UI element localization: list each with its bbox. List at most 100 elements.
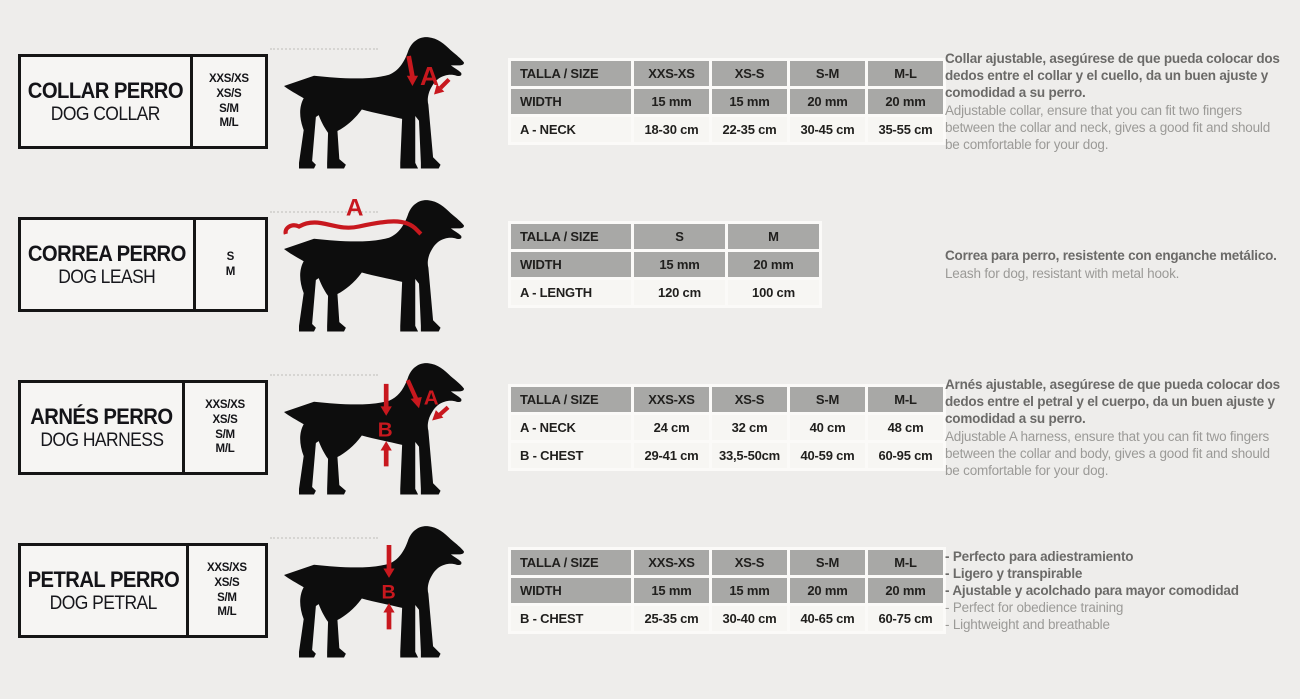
product-label-box-harness: ARNÉS PERRO DOG HARNESS XXS/XS XS/S S/M … — [18, 380, 268, 475]
table-header-cell: TALLA / SIZE — [511, 61, 631, 86]
table-cell: 32 cm — [712, 415, 787, 440]
product-description-collar: Collar ajustable, asegúrese de que pueda… — [945, 50, 1286, 153]
table-header-cell: TALLA / SIZE — [511, 224, 631, 249]
table-header-cell: M — [728, 224, 819, 249]
arrow-down-icon — [380, 406, 392, 416]
size-item: M/L — [215, 443, 235, 456]
product-description-petral: - Perfecto para adiestramiento - Ligero … — [945, 548, 1286, 634]
size-list: S M — [192, 220, 265, 309]
description-spanish: Arnés ajustable, asegúrese de que pueda … — [945, 377, 1280, 427]
bullet-spanish: - Perfecto para adiestramiento — [945, 548, 1134, 564]
table-header-cell: XS-S — [712, 550, 787, 575]
measure-letter-b: B — [382, 581, 396, 603]
description-english: Adjustable A harness, ensure that you ca… — [945, 428, 1270, 478]
size-table-collar: TALLA / SIZE XXS-XS XS-S S-M M-L WIDTH 1… — [508, 58, 946, 145]
table-header-cell: M-L — [868, 550, 943, 575]
table-cell: 18-30 cm — [634, 117, 709, 142]
faint-watermark — [270, 537, 378, 539]
bullet-english: - Perfect for obedience training — [945, 600, 1124, 616]
table-cell: 20 mm — [868, 89, 943, 114]
product-title-en: DOG PETRAL — [49, 592, 158, 614]
leash-measure-annotation: A — [283, 194, 423, 236]
arrow-left-icon — [434, 84, 445, 95]
table-cell: 20 mm — [868, 578, 943, 603]
product-label-box-petral: PETRAL PERRO DOG PETRAL XXS/XS XS/S S/M … — [18, 543, 268, 638]
bullet-spanish: - Ajustable y acolchado para mayor comod… — [945, 582, 1239, 598]
dog-measure-figure-leash: A — [270, 187, 498, 342]
size-item: M/L — [219, 117, 239, 130]
table-cell: 60-75 cm — [868, 606, 943, 631]
table-cell: 33,5-50cm — [712, 443, 787, 468]
size-table-leash: TALLA / SIZE S M WIDTH 15 mm 20 mm A - L… — [508, 221, 822, 308]
table-header-cell: M-L — [868, 387, 943, 412]
arrow-up-icon — [380, 441, 392, 451]
size-item: XS/S — [212, 413, 238, 426]
size-item: XXS/XS — [209, 72, 249, 85]
product-description-harness: Arnés ajustable, asegúrese de que pueda … — [945, 376, 1286, 479]
product-row-petral: PETRAL PERRO DOG PETRAL XXS/XS XS/S S/M … — [0, 509, 1300, 672]
table-cell: 30-40 cm — [712, 606, 787, 631]
description-english: Leash for dog, resistant with metal hook… — [945, 265, 1180, 281]
table-row-label: WIDTH — [511, 578, 631, 603]
table-cell: 60-95 cm — [868, 443, 943, 468]
product-row-leash: CORREA PERRO DOG LEASH S M A TALLA / SIZ… — [0, 183, 1300, 346]
table-cell: 25-35 cm — [634, 606, 709, 631]
table-cell: 24 cm — [634, 415, 709, 440]
table-cell: 22-35 cm — [712, 117, 787, 142]
table-cell: 40 cm — [790, 415, 865, 440]
description-spanish: Correa para perro, resistente con enganc… — [945, 248, 1277, 264]
neck-measure-annotation: A — [406, 55, 451, 95]
arrow-up-icon — [383, 603, 395, 613]
faint-watermark — [270, 211, 378, 213]
arrow-left-icon — [432, 410, 444, 421]
description-english: Adjustable collar, ensure that you can f… — [945, 102, 1271, 152]
measure-letter-a: A — [424, 387, 439, 410]
size-item: XXS/XS — [207, 561, 247, 574]
table-row-label: WIDTH — [511, 252, 631, 277]
table-cell: 20 mm — [790, 89, 865, 114]
size-item: S/M — [217, 591, 237, 604]
petral-measure-annotation: B — [382, 545, 396, 630]
harness-measure-annotation: A B — [378, 379, 450, 467]
measure-letter-a: A — [346, 194, 364, 221]
size-table-petral: TALLA / SIZE XXS-XS XS-S S-M M-L WIDTH 1… — [508, 547, 946, 634]
product-label-box-leash: CORREA PERRO DOG LEASH S M — [18, 217, 268, 312]
product-description-leash: Correa para perro, resistente con enganc… — [945, 247, 1286, 281]
dog-measure-figure-harness: A B — [270, 350, 498, 505]
size-guide-sheet: COLLAR PERRO DOG COLLAR XXS/XS XS/S S/M … — [0, 24, 1300, 672]
product-title-en: DOG LEASH — [58, 266, 156, 288]
arrow-down-icon — [410, 397, 422, 409]
table-header-cell: XS-S — [712, 61, 787, 86]
table-cell: 120 cm — [634, 280, 725, 305]
size-item: XXS/XS — [205, 398, 245, 411]
dog-measure-figure-petral: B — [270, 513, 498, 668]
size-item: XS/S — [214, 576, 240, 589]
product-title-en: DOG COLLAR — [50, 103, 161, 125]
product-title-block: COLLAR PERRO DOG COLLAR — [21, 57, 190, 146]
table-row-label: WIDTH — [511, 89, 631, 114]
table-row-label: B - CHEST — [511, 443, 631, 468]
table-header-cell: S-M — [790, 387, 865, 412]
table-header-cell: S — [634, 224, 725, 249]
table-cell: 15 mm — [634, 89, 709, 114]
size-list: XXS/XS XS/S S/M M/L — [185, 546, 265, 635]
table-row-label: A - LENGTH — [511, 280, 631, 305]
product-title-en: DOG HARNESS — [39, 429, 164, 451]
table-cell: 35-55 cm — [868, 117, 943, 142]
table-cell: 100 cm — [728, 280, 819, 305]
table-cell: 48 cm — [868, 415, 943, 440]
product-title-block: PETRAL PERRO DOG PETRAL — [21, 546, 186, 635]
product-label-box-collar: COLLAR PERRO DOG COLLAR XXS/XS XS/S S/M … — [18, 54, 268, 149]
size-item: XS/S — [216, 87, 242, 100]
arrow-down-icon — [383, 568, 395, 578]
size-item: S/M — [219, 102, 239, 115]
size-item: S — [226, 250, 235, 263]
product-title-block: ARNÉS PERRO DOG HARNESS — [21, 383, 182, 472]
size-item: S/M — [215, 428, 235, 441]
table-header-cell: XXS-XS — [634, 61, 709, 86]
dog-measure-figure-collar: A — [270, 24, 498, 179]
table-header-cell: XXS-XS — [634, 550, 709, 575]
product-title-block: CORREA PERRO DOG LEASH — [21, 220, 193, 309]
table-row-label: A - NECK — [511, 117, 631, 142]
description-spanish: Collar ajustable, asegúrese de que pueda… — [945, 51, 1280, 101]
